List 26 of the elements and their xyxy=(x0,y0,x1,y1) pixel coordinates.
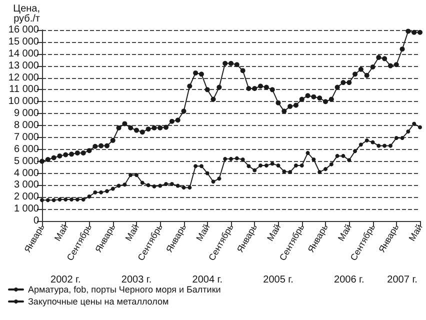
y-tick-label: 12 000 xyxy=(8,72,40,84)
text: 2003 г. xyxy=(121,274,152,286)
y-tick-label: 4 000 xyxy=(14,168,40,179)
text: 2002 г. xyxy=(50,274,81,286)
y-tick-label: 11 000 xyxy=(9,84,40,96)
y-tick-label: 1 000 xyxy=(14,204,40,215)
y-axis-title: Цена, руб./т xyxy=(13,4,40,24)
y-tick-label: 14 000 xyxy=(8,48,40,60)
y-tick-label: 0 xyxy=(33,216,40,226)
y-tick-label: 10 000 xyxy=(8,96,40,108)
y-tick-label: 8 000 xyxy=(14,120,40,131)
y-tick-label: 5 000 xyxy=(14,156,40,167)
text: 2004 г. xyxy=(192,274,222,286)
text: 2005 г. xyxy=(263,274,294,286)
y-tick-label: 7 000 xyxy=(14,132,40,143)
legend-label: Закупочные цены на металлолом xyxy=(28,296,169,306)
text: 2007 г. xyxy=(387,274,418,286)
y-tick-label: 16 000 xyxy=(8,24,40,36)
y-tick-label: 9 000 xyxy=(14,108,40,120)
y-tick-label: 3 000 xyxy=(14,180,40,191)
y-tick-label: 13 000 xyxy=(8,60,40,72)
y-tick-label: 2 000 xyxy=(14,192,40,203)
text: 2006 г. xyxy=(334,274,364,286)
legend-label: Арматура, fob, порты Черного моря и Балтики xyxy=(28,284,221,294)
y-tick-label: 15 000 xyxy=(8,36,40,48)
y-tick-label: 6 000 xyxy=(14,144,40,155)
